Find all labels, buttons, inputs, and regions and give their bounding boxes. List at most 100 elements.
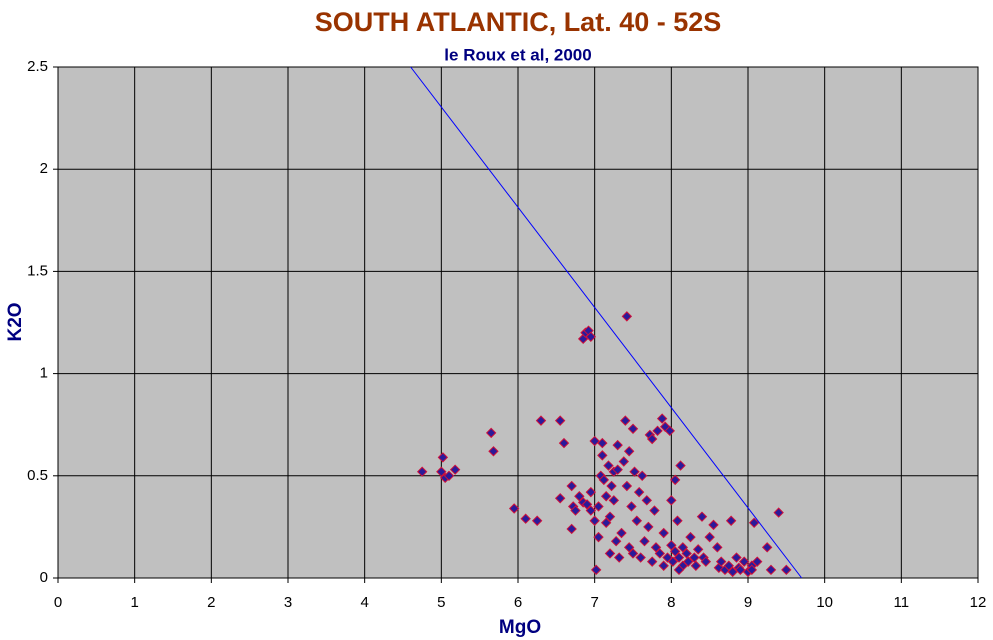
data-point: [597, 437, 608, 449]
data-point: [639, 536, 650, 547]
data-point: [673, 564, 685, 576]
data-point: [416, 466, 428, 477]
data-point: [606, 480, 617, 492]
y-tick-label: 1.5: [27, 262, 48, 279]
data-point: [593, 531, 604, 543]
data-point: [738, 556, 750, 567]
data-point: [635, 552, 646, 563]
data-point: [610, 536, 622, 547]
data-point: [436, 466, 447, 477]
data-point: [689, 552, 700, 563]
data-point: [585, 486, 597, 498]
y-tick-label: 2.5: [27, 58, 48, 75]
data-point: [682, 556, 694, 567]
data-point: [616, 527, 627, 539]
data-point: [713, 562, 725, 573]
y-tick-label: 0: [40, 569, 48, 586]
data-point: [727, 566, 738, 578]
data-point: [656, 413, 668, 424]
data-point: [597, 450, 608, 461]
x-tick-label: 11: [894, 594, 910, 611]
data-point: [608, 495, 620, 506]
data-point: [590, 564, 602, 576]
data-point: [731, 552, 742, 563]
chart-title: SOUTH ATLANTIC, Lat. 40 - 52S: [315, 7, 722, 37]
data-point: [603, 460, 614, 471]
data-point: [646, 433, 658, 445]
data-point: [672, 515, 683, 526]
data-point: [623, 542, 635, 553]
x-axis-label: MgO: [499, 617, 541, 638]
data-point: [649, 505, 660, 516]
data-point: [621, 311, 633, 322]
data-point: [654, 548, 666, 559]
data-point: [437, 452, 449, 463]
data-point: [652, 425, 663, 437]
data-point: [589, 515, 600, 526]
data-point: [574, 491, 585, 502]
data-point: [627, 548, 639, 559]
data-point: [761, 542, 773, 553]
data-point: [641, 495, 653, 506]
data-point: [658, 527, 669, 539]
data-point: [443, 470, 455, 482]
data-point: [593, 501, 604, 512]
data-point: [520, 513, 531, 524]
data-point: [508, 503, 520, 514]
y-tick-label: 0.5: [27, 467, 48, 484]
x-tick-label: 2: [207, 594, 215, 611]
data-point: [449, 464, 461, 475]
data-point: [488, 446, 499, 457]
data-point: [629, 466, 640, 477]
data-point: [585, 331, 597, 343]
data-point: [604, 511, 616, 522]
data-point: [643, 521, 654, 533]
data-point: [626, 501, 637, 512]
y-axis-label: K2O: [5, 302, 26, 341]
data-point: [781, 564, 792, 576]
data-point: [725, 515, 737, 526]
x-tick-label: 1: [130, 594, 138, 611]
data-point: [613, 552, 625, 563]
data-point: [612, 464, 623, 475]
data-point: [566, 523, 577, 535]
data-point: [669, 546, 681, 557]
data-point: [650, 542, 662, 553]
data-point: [621, 480, 633, 492]
data-point: [577, 333, 589, 345]
data-point: [723, 560, 735, 571]
data-point: [646, 556, 658, 567]
data-point: [673, 552, 685, 563]
data-point: [708, 519, 719, 531]
data-point: [585, 505, 597, 516]
data-point: [589, 435, 600, 447]
data-point: [535, 415, 547, 426]
x-tick-label: 5: [437, 594, 445, 611]
data-point: [554, 415, 566, 426]
data-point: [618, 456, 630, 467]
data-point: [773, 507, 784, 518]
data-point: [485, 427, 497, 439]
data-point: [633, 486, 645, 498]
data-point: [598, 474, 610, 486]
data-point: [558, 437, 570, 449]
data-point: [712, 542, 723, 553]
data-point: [600, 491, 612, 502]
x-tick-label: 7: [590, 594, 598, 611]
data-point: [636, 470, 648, 482]
data-point: [627, 423, 639, 434]
x-tick-label: 4: [360, 594, 368, 611]
data-point: [664, 425, 676, 437]
data-point: [700, 556, 712, 567]
data-point: [692, 544, 704, 555]
data-point: [612, 439, 623, 451]
data-point: [623, 446, 635, 457]
data-point: [554, 493, 566, 504]
data-point: [581, 499, 593, 510]
data-point: [604, 548, 616, 559]
reference-line: [410, 66, 803, 579]
data-point: [600, 517, 612, 529]
x-tick-label: 3: [284, 594, 292, 611]
data-point: [748, 517, 760, 529]
data-point: [669, 474, 681, 486]
